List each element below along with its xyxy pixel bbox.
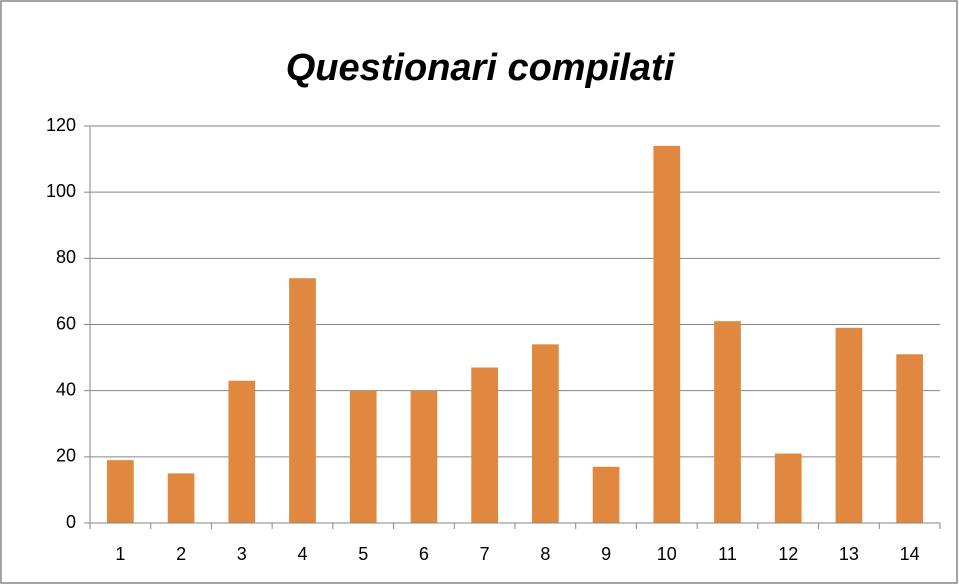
- bar: [896, 354, 923, 523]
- x-tick-label: 14: [900, 544, 920, 564]
- x-tick-label: 8: [540, 544, 550, 564]
- bar: [228, 380, 256, 523]
- bar: [107, 460, 134, 523]
- bar: [167, 473, 195, 523]
- bar: [349, 390, 377, 523]
- bar: [592, 466, 620, 523]
- bar: [532, 344, 559, 523]
- y-tick-label: 20: [56, 446, 76, 466]
- y-tick-label: 60: [56, 313, 76, 333]
- y-tick-label: 100: [46, 181, 76, 201]
- bar: [714, 321, 741, 523]
- y-tick-label: 120: [46, 115, 76, 135]
- bar: [289, 278, 316, 523]
- chart-title: Questionari compilati: [286, 47, 676, 89]
- x-tick-label: 9: [601, 544, 611, 564]
- y-tick-label: 40: [56, 379, 76, 399]
- y-tick-label: 0: [66, 512, 76, 532]
- x-tick-label: 1: [115, 544, 125, 564]
- x-tick-label: 2: [176, 544, 186, 564]
- x-tick-label: 3: [237, 544, 247, 564]
- bar: [774, 453, 802, 523]
- bar: [410, 390, 438, 523]
- x-tick-label: 4: [297, 544, 307, 564]
- x-tick-label: 12: [778, 544, 798, 564]
- x-tick-label: 10: [657, 544, 677, 564]
- bar: [653, 145, 681, 523]
- x-tick-label: 7: [480, 544, 490, 564]
- x-tick-label: 13: [839, 544, 859, 564]
- y-tick-label: 80: [56, 247, 76, 267]
- x-tick-label: 11: [718, 544, 737, 564]
- bar: [835, 327, 863, 523]
- x-tick-label: 5: [358, 544, 368, 564]
- bar: [471, 367, 498, 523]
- x-tick-label: 6: [419, 544, 429, 564]
